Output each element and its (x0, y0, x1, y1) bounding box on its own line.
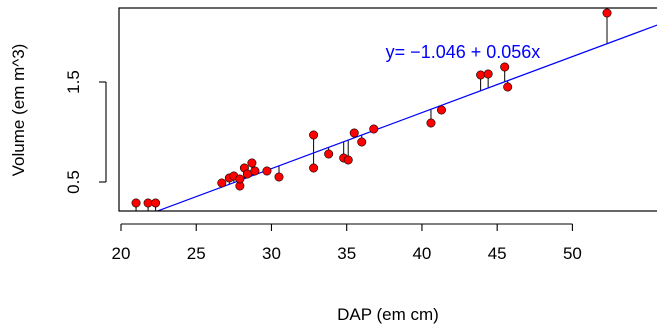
x-tick-label: 25 (187, 244, 206, 263)
data-point (476, 70, 486, 80)
data-point (483, 69, 493, 79)
data-point (217, 178, 227, 188)
x-axis: 20 25 30 35 40 45 50 (112, 223, 582, 263)
data-point (426, 118, 436, 128)
data-point (247, 158, 257, 168)
data-point (357, 137, 367, 147)
x-tick-label: 45 (488, 244, 507, 263)
data-point (503, 82, 513, 92)
data-point (436, 105, 446, 115)
data-points (131, 8, 612, 208)
data-point (343, 155, 353, 165)
data-point (242, 169, 252, 179)
data-point (309, 130, 319, 140)
data-point (309, 163, 319, 173)
data-point (324, 149, 334, 159)
data-point (262, 166, 272, 176)
y-axis: 0.5 1.5 (64, 70, 107, 194)
y-axis-title: Volume (em m^3) (9, 44, 28, 177)
regression-equation-label: y= −1.046 + 0.056x (386, 42, 541, 62)
x-tick-label: 20 (112, 244, 131, 263)
data-point (274, 172, 284, 182)
data-point (602, 8, 612, 18)
data-point (151, 198, 161, 208)
y-tick-label: 0.5 (64, 170, 83, 194)
x-tick-label: 35 (337, 244, 356, 263)
x-tick-label: 40 (412, 244, 431, 263)
x-axis-title: DAP (em cm) (337, 305, 439, 324)
data-point (349, 128, 359, 138)
y-tick-label: 1.5 (64, 70, 83, 94)
data-point (369, 124, 379, 134)
x-tick-label: 30 (262, 244, 281, 263)
data-point (235, 174, 245, 184)
x-tick-label: 50 (563, 244, 582, 263)
data-point (250, 166, 260, 176)
data-point (143, 198, 153, 208)
data-point (131, 198, 141, 208)
data-point (500, 62, 510, 72)
plot-frame (118, 7, 657, 212)
